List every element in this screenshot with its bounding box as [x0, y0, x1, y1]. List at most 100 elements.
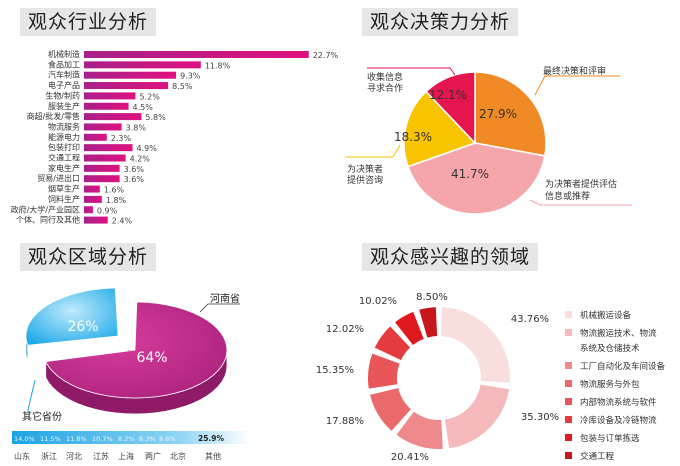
pie-legend-label: 寻求合作 [367, 82, 403, 94]
bar-category-label: 能源电力 [48, 132, 80, 142]
bar-category-label: 食品加工 [48, 59, 80, 69]
breakdown-category-label: 江苏 [93, 451, 109, 461]
pie-value-label: 26% [67, 319, 98, 335]
pie-legend-label: 最终决策和评审 [543, 65, 606, 77]
legend-swatch [565, 434, 572, 441]
bar [84, 206, 93, 214]
bar-value-label: 1.6% [104, 186, 125, 195]
interest-title: 观众感兴趣的领域 [362, 243, 539, 271]
donut-value-label: 15.35% [316, 365, 354, 376]
breakdown-value-label: 8.2% [118, 435, 135, 443]
leader-line [529, 199, 632, 206]
leader-line [367, 67, 456, 76]
donut-value-label: 8.50% [416, 292, 448, 303]
breakdown-value-label: 8.6% [159, 435, 176, 443]
pie-slice [474, 71, 547, 157]
pie-slice [403, 90, 477, 168]
donut-value-label: 10.02% [359, 296, 397, 307]
pie-legend-label: 其它省份 [22, 410, 62, 423]
legend-label: 物流服务与外包 [580, 379, 640, 390]
donut-value-label: 43.76% [511, 314, 549, 325]
legend-label: 工厂自动化及车间设备 [580, 361, 666, 372]
legend-label: 机械搬运设备 [580, 310, 632, 321]
breakdown-value-label: 8.3% [139, 435, 156, 443]
bar-category-label: 交通工程 [48, 153, 80, 163]
donut-value-label: 12.02% [326, 324, 364, 335]
bar-value-label: 22.7% [313, 51, 339, 60]
bar-category-label: 机械制造 [48, 49, 80, 59]
bar [84, 102, 129, 110]
pie-legend-label: 收集信息 [367, 71, 403, 83]
pie-value-label: 18.3% [394, 130, 432, 144]
pie-legend-label: 信息或推荐 [545, 190, 590, 202]
pie-slice [25, 287, 119, 346]
bar-value-label: 3.8% [126, 123, 147, 132]
interest-donut-chart: 43.76% 35.30% 20.41% 17.88% 15.35% 12.02% 10.0… [316, 292, 666, 463]
bar [84, 216, 108, 224]
bar [84, 195, 102, 203]
donut-value-label: 17.88% [326, 416, 364, 427]
bar-category-label: 家电生产 [48, 163, 80, 173]
bar-category-label: 服装生产 [48, 101, 80, 111]
bar-category-label: 汽车制造 [48, 70, 80, 80]
bar-value-label: 5.8% [145, 113, 166, 122]
pie-slice [407, 142, 546, 215]
legend-swatch [565, 311, 572, 318]
bar-category-label: 电子产品 [48, 80, 80, 90]
breakdown-value-label: 25.9% [198, 434, 225, 443]
legend-label: 包装与订单拣选 [580, 433, 640, 444]
industry-title: 观众行业分析 [20, 8, 157, 36]
region-title: 观众区域分析 [20, 243, 157, 271]
industry-bar-chart: 机械制造 22.7% 食品加工 11.8% 汽车制造 9.3% 电子产品 8.5% 生物/制药 5… [11, 49, 339, 226]
bar [84, 144, 133, 152]
breakdown-category-label: 其他 [205, 451, 221, 461]
region-breakdown-bar [12, 431, 250, 444]
bar-category-label: 政府/大学/产业园区 [11, 204, 80, 214]
donut-value-label: 35.30% [521, 412, 559, 423]
bar-category-label: 个体、同行及其他 [16, 215, 80, 225]
pie-legend-label: 为决策者提供评估 [545, 178, 617, 190]
bar-value-label: 8.5% [172, 82, 193, 91]
legend-swatch [565, 380, 572, 387]
legend-swatch [565, 362, 572, 369]
pie-value-label: 27.9% [479, 107, 517, 121]
bar [84, 51, 309, 58]
bar-value-label: 2.4% [112, 217, 133, 226]
breakdown-category-label: 两广 [145, 451, 161, 461]
bar-category-label: 商超/批发/零售 [27, 111, 80, 121]
bar-value-label: 4.2% [130, 155, 151, 164]
bar [84, 175, 120, 183]
bar [84, 82, 169, 90]
bar [84, 133, 107, 141]
bar [84, 154, 126, 162]
bar-value-label: 2.3% [111, 134, 132, 143]
bar-category-label: 物流服务 [48, 121, 80, 131]
leader-line [27, 379, 36, 412]
donut-segment [396, 411, 443, 449]
pie-legend-label: 提供咨询 [347, 174, 383, 186]
bar-value-label: 11.8% [205, 61, 231, 70]
donut-segment [374, 326, 411, 361]
bar-value-label: 5.2% [139, 92, 160, 101]
pie-value-label: 64% [136, 350, 167, 366]
pie-slice [45, 301, 228, 399]
bar [84, 185, 100, 193]
bar [84, 164, 120, 172]
breakdown-value-label: 11.5% [40, 435, 61, 443]
donut-segment [368, 353, 400, 389]
bar-value-label: 4.5% [133, 103, 154, 112]
bar-value-label: 9.3% [180, 72, 201, 81]
breakdown-value-label: 10.7% [92, 435, 113, 443]
donut-segment [419, 307, 438, 338]
donut-segment [445, 384, 510, 449]
bar-value-label: 3.6% [124, 165, 145, 174]
legend-label: 内部物流系统与软件 [580, 397, 657, 408]
bar [84, 92, 136, 100]
breakdown-category-label: 河北 [66, 451, 82, 461]
leader-line [534, 75, 620, 96]
breakdown-value-label: 14.0% [14, 435, 35, 443]
donut-segment [395, 311, 424, 346]
bar [84, 113, 142, 121]
